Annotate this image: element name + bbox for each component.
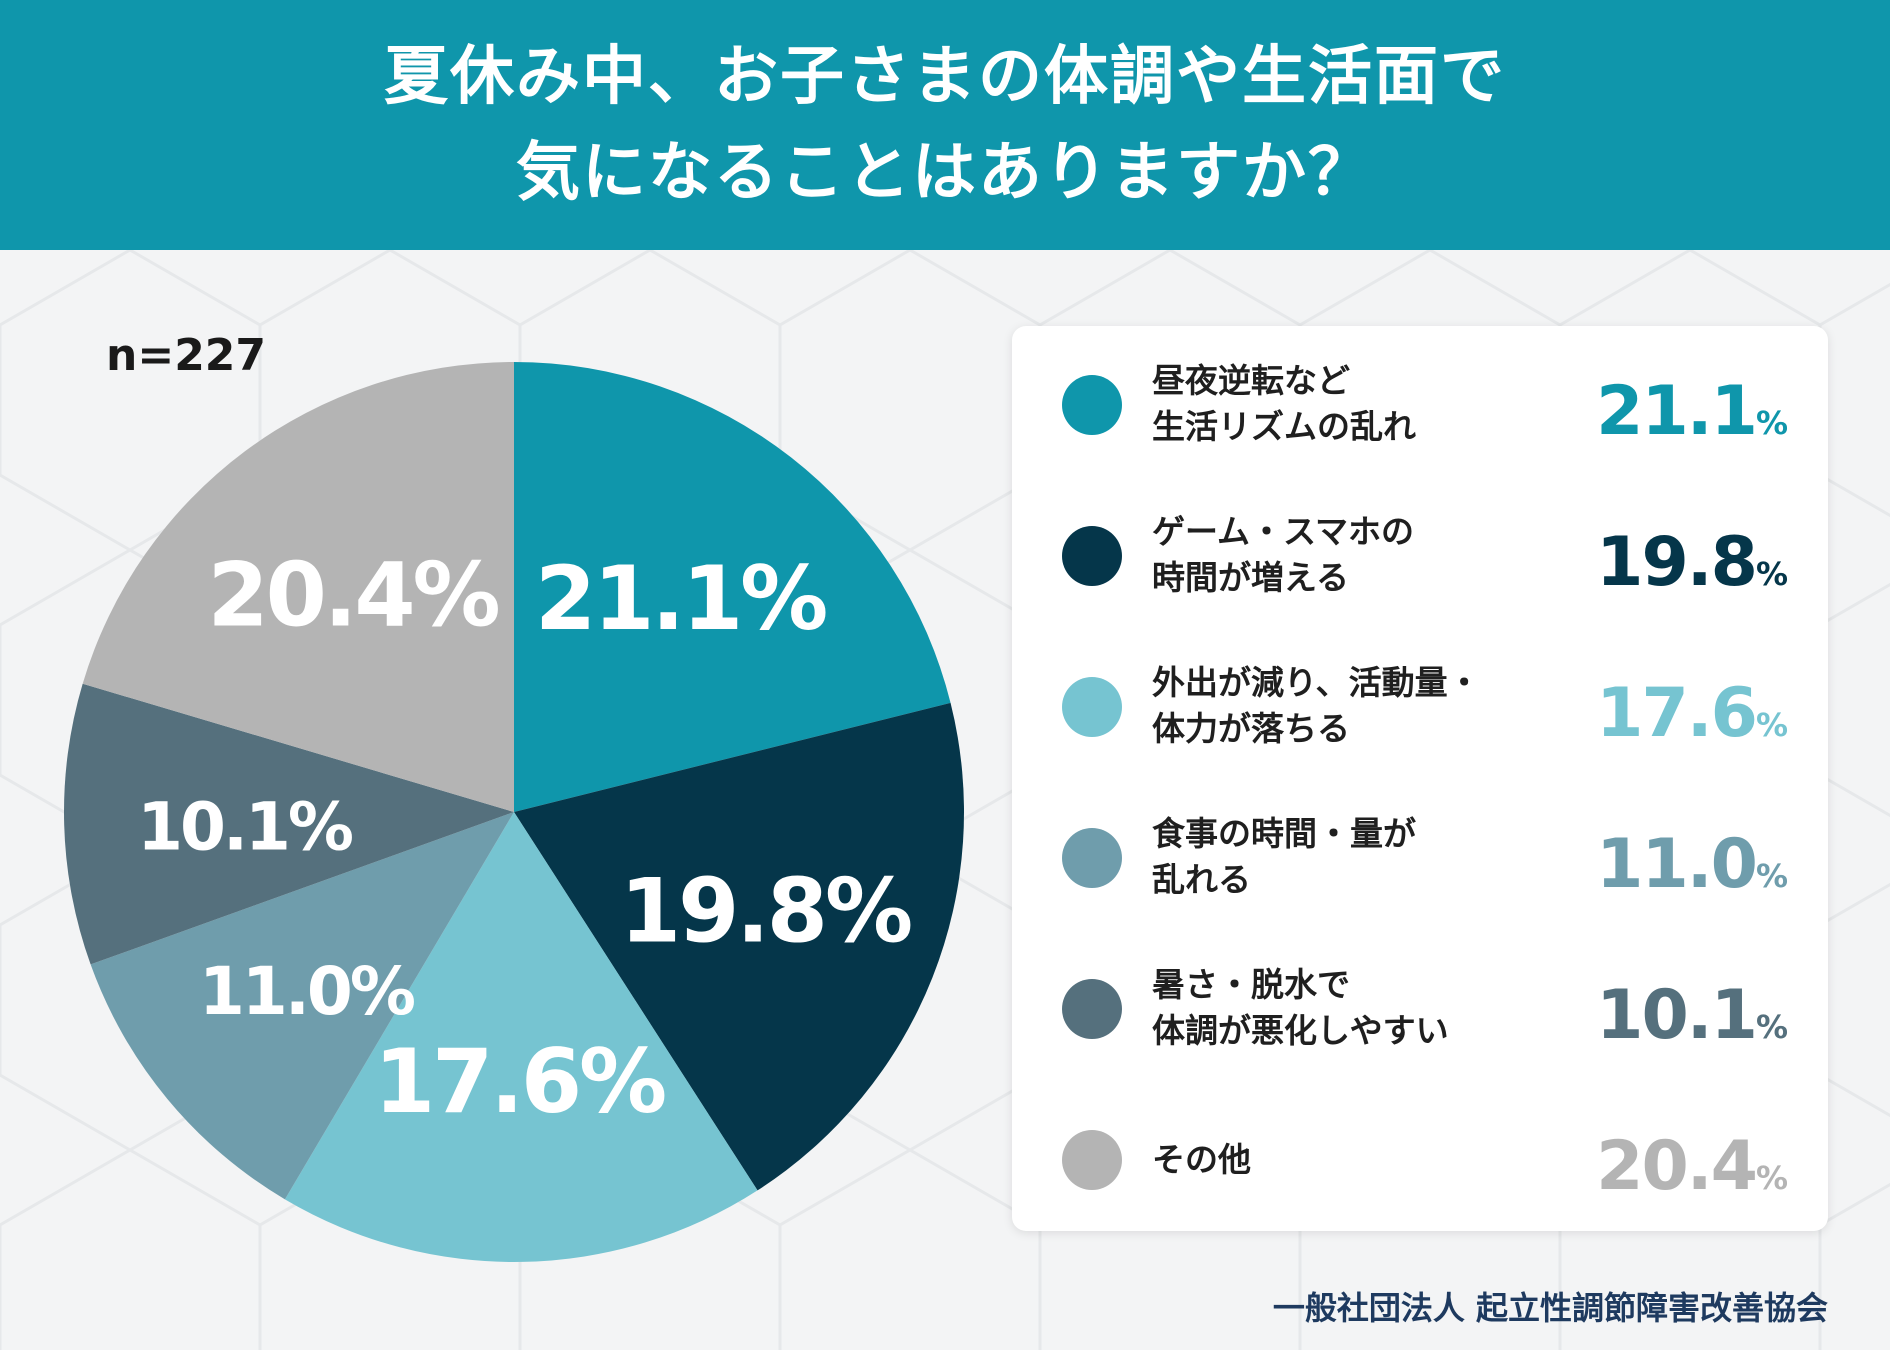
legend-percent-sign: %	[1755, 857, 1788, 895]
legend-card: 昼夜逆転など 生活リズムの乱れ 21.1% ゲーム・スマホの 時間が増える 19.8%…	[1012, 326, 1828, 1231]
legend-value-number: 11.0	[1596, 825, 1758, 904]
legend-item: ゲーム・スマホの 時間が増える 19.8%	[1012, 501, 1828, 611]
sample-size-label: n=227	[106, 330, 267, 381]
pie-slice-label-3: 17.6%	[374, 1030, 665, 1133]
legend-value: 20.4%	[1596, 1127, 1788, 1206]
legend-percent-sign: %	[1755, 706, 1788, 744]
organization-credit: 一般社団法人 起立性調節障害改善協会	[1272, 1289, 1828, 1327]
legend-percent-sign: %	[1755, 1159, 1788, 1197]
legend-value-number: 20.4	[1596, 1127, 1758, 1206]
legend-value: 19.8%	[1596, 523, 1788, 602]
legend-item: 外出が減り、活動量・ 体力が落ちる 17.6%	[1012, 652, 1828, 762]
legend-label: その他	[1152, 1140, 1251, 1179]
legend-swatch	[1062, 677, 1122, 737]
pie-slice-6	[82, 362, 515, 812]
legend-swatch	[1062, 828, 1122, 888]
legend-percent-sign: %	[1755, 404, 1788, 442]
pie-slice-label-5: 10.1%	[137, 789, 353, 866]
legend-item: 暑さ・脱水で 体調が悪化しやすい 10.1%	[1012, 954, 1828, 1064]
pie-chart: 21.1% 19.8% 17.6%11.0% 10.1% 20.4%	[64, 362, 965, 1262]
legend-item: その他 20.4%	[1012, 1105, 1828, 1215]
pie-slice-5	[64, 683, 514, 965]
legend-value: 11.0%	[1596, 825, 1788, 904]
legend-item: 食事の時間・量が 乱れる 11.0%	[1012, 803, 1828, 913]
legend-value: 10.1%	[1596, 976, 1788, 1055]
legend-value: 17.6%	[1596, 674, 1788, 753]
legend-percent-sign: %	[1755, 1008, 1788, 1046]
legend-value-number: 21.1	[1596, 372, 1758, 451]
pie-slice-3	[284, 812, 758, 1262]
legend-label: 外出が減り、活動量・ 体力が落ちる	[1152, 663, 1481, 748]
legend-value-number: 17.6	[1596, 674, 1758, 753]
pie-slice-4	[90, 812, 514, 1200]
legend-label: 昼夜逆転など 生活リズムの乱れ	[1152, 361, 1416, 446]
pie-slice-label-4: 11.0%	[199, 953, 415, 1030]
pie-slice-1	[514, 362, 951, 812]
legend-swatch	[1062, 1130, 1122, 1190]
pie-slice-label-2: 19.8%	[620, 859, 911, 962]
legend-item: 昼夜逆転など 生活リズムの乱れ 21.1%	[1012, 350, 1828, 460]
legend-value-number: 10.1	[1596, 976, 1758, 1055]
legend-label: 食事の時間・量が 乱れる	[1152, 814, 1416, 899]
legend-swatch	[1062, 979, 1122, 1039]
legend-value: 21.1%	[1596, 372, 1788, 451]
legend-value-number: 19.8	[1596, 523, 1758, 602]
legend-percent-sign: %	[1755, 555, 1788, 593]
pie-slice-label-6: 20.4%	[207, 544, 498, 647]
chart-title-line-2: 気になることはありますか？	[516, 136, 1374, 210]
header-banner: 夏休み中、お子さまの体調や生活面で 気になることはありますか？	[0, 0, 1890, 250]
legend-label: ゲーム・スマホの 時間が増える	[1152, 512, 1415, 597]
pie-slice-2	[514, 702, 965, 1191]
chart-title-line-1: 夏休み中、お子さまの体調や生活面で	[384, 40, 1506, 114]
legend-swatch	[1062, 526, 1122, 586]
legend-swatch	[1062, 375, 1122, 435]
pie-slice-label-1: 21.1%	[535, 547, 826, 650]
legend-label: 暑さ・脱水で 体調が悪化しやすい	[1152, 965, 1449, 1050]
